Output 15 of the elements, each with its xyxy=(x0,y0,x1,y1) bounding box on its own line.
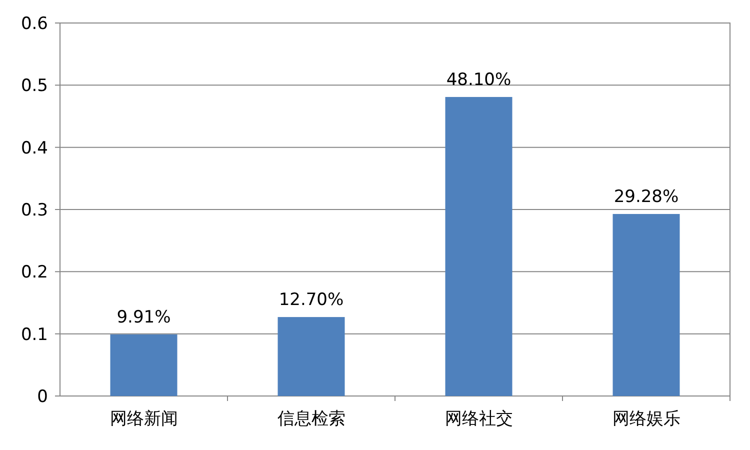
yticks[2]: 0.2 xyxy=(20,262,48,283)
yticks[0]: 0 xyxy=(37,387,48,407)
x-tick-label: 信息检索 xyxy=(277,409,346,429)
yticks[6]: 0.6 xyxy=(20,14,48,34)
yticks[4]: 0.4 xyxy=(20,138,48,158)
data-label: 48.10% xyxy=(446,70,512,90)
yticks[3]: 0.3 xyxy=(20,200,48,220)
x-tick-label: 网络社交 xyxy=(444,409,513,429)
yticks[1]: 0.1 xyxy=(20,324,48,345)
data-label: 9.91% xyxy=(116,307,171,328)
data-label: 29.28% xyxy=(614,186,679,207)
data-label: 12.70% xyxy=(278,290,344,310)
x-tick-label: 网络娱乐 xyxy=(612,409,680,429)
x-tick-label: 网络新闻 xyxy=(110,409,178,429)
yticks[5]: 0.5 xyxy=(20,76,48,96)
